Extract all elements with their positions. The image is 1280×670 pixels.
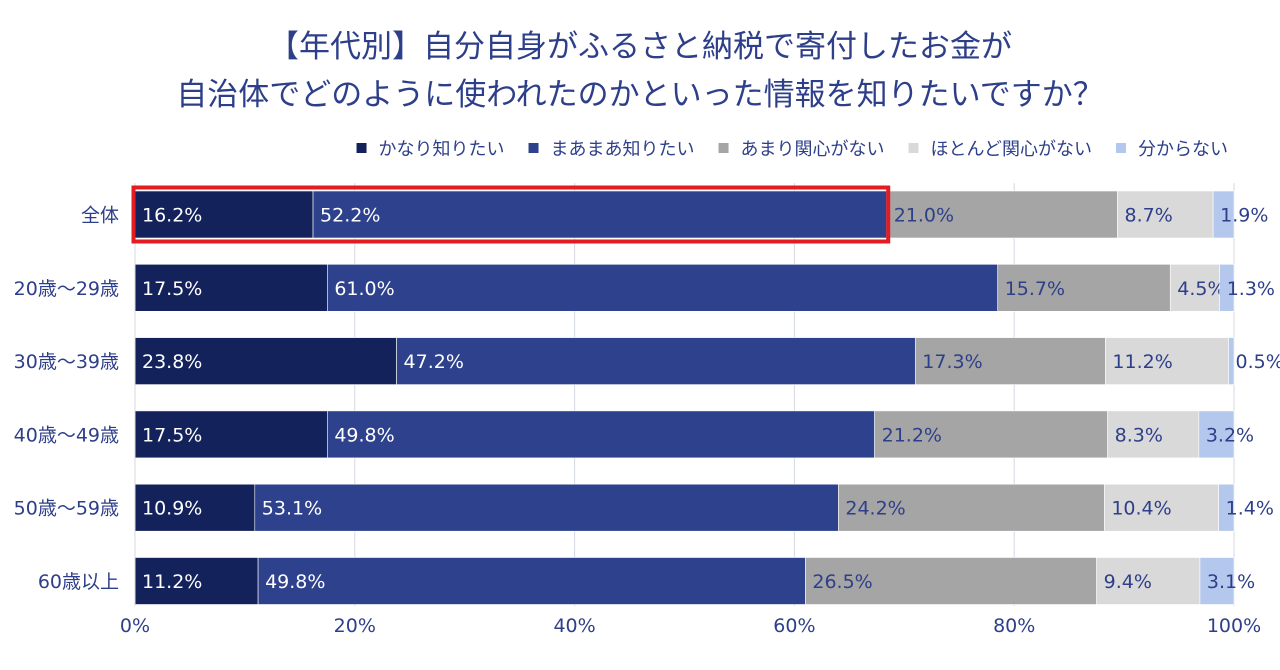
highlight-box	[131, 185, 891, 244]
bar-segment	[1169, 263, 1221, 312]
data-label: 1.9%	[1220, 205, 1268, 227]
category-label: 全体	[81, 205, 119, 227]
bar-segment	[327, 263, 999, 312]
legend-label: ほとんど関心がない	[931, 139, 1092, 160]
x-tick-label: 100%	[1207, 615, 1261, 637]
data-label: 24.2%	[845, 498, 905, 520]
legend-swatch	[1116, 143, 1126, 153]
bar-segment	[1096, 557, 1201, 605]
legend-swatch	[718, 143, 729, 153]
bar-segment	[1117, 190, 1214, 239]
data-label: 53.1%	[262, 498, 322, 520]
legend-label: まあまあ知りたい	[551, 139, 695, 160]
data-label: 49.8%	[265, 571, 325, 593]
bar-segment	[997, 263, 1171, 312]
data-label: 4.5%	[1177, 278, 1225, 300]
bar-segment	[1199, 557, 1235, 605]
bar-segment	[1198, 410, 1235, 459]
bar-segment	[805, 557, 1097, 605]
bar-segment	[257, 557, 806, 605]
data-label: 23.8%	[142, 351, 202, 373]
data-label: 49.8%	[334, 424, 394, 446]
bar-segment	[838, 483, 1105, 532]
bar-segment	[327, 410, 875, 459]
bar-segment	[396, 337, 916, 385]
bar-segment	[134, 263, 328, 312]
legend-swatch	[356, 143, 367, 153]
data-label: 0.5%	[1236, 351, 1280, 373]
bar-segment	[1218, 483, 1235, 532]
data-label: 1.3%	[1227, 278, 1275, 300]
data-label: 3.2%	[1206, 424, 1254, 446]
data-label: 17.3%	[922, 351, 982, 373]
bar-segment	[134, 483, 256, 532]
data-label: 16.2%	[142, 205, 202, 227]
legend-swatch	[528, 143, 539, 153]
data-label: 52.2%	[320, 205, 380, 227]
bar-segment	[1104, 483, 1219, 532]
data-label: 1.4%	[1226, 498, 1274, 520]
category-label: 50歳〜59歳	[14, 498, 119, 520]
legend-label: 分からない	[1138, 139, 1228, 160]
bar-segment	[914, 337, 1106, 385]
data-label: 8.3%	[1115, 424, 1163, 446]
x-tick-label: 20%	[334, 615, 376, 637]
bar-segment	[134, 557, 259, 605]
data-label: 47.2%	[404, 351, 464, 373]
bar-segment	[1107, 410, 1200, 459]
chart-title-line-1: 【年代別】自分自身がふるさと納税で寄付したお金が	[268, 29, 1012, 65]
bar-segment	[886, 190, 1118, 239]
bar-segment	[874, 410, 1108, 459]
bar-segment	[1212, 190, 1235, 239]
bar-segment	[312, 190, 888, 239]
category-label: 20歳〜29歳	[14, 278, 119, 300]
legend-label: あまり関心がない	[741, 139, 885, 160]
data-label: 15.7%	[1005, 278, 1065, 300]
bar-segment	[1219, 263, 1235, 312]
data-label: 9.4%	[1104, 571, 1152, 593]
bar-segment	[134, 190, 314, 239]
x-tick-label: 60%	[773, 615, 815, 637]
chart-title-line-2: 自治体でどのように使われたのかといった情報を知りたいですか？	[176, 77, 1104, 113]
data-label: 3.1%	[1207, 571, 1255, 593]
bar-segment	[1228, 337, 1235, 385]
data-label: 21.2%	[882, 424, 942, 446]
data-label: 10.4%	[1111, 498, 1171, 520]
legend-swatch	[908, 143, 919, 153]
category-label: 60歳以上	[38, 571, 119, 593]
x-tick-label: 40%	[553, 615, 595, 637]
data-label: 21.0%	[894, 205, 954, 227]
category-label: 30歳〜39歳	[14, 351, 119, 373]
bar-segment	[254, 483, 839, 532]
data-label: 11.2%	[142, 571, 202, 593]
legend-label: かなり知りたい	[379, 139, 505, 160]
x-tick-label: 0%	[120, 615, 150, 637]
data-label: 26.5%	[812, 571, 872, 593]
data-label: 17.5%	[142, 424, 202, 446]
data-label: 8.7%	[1125, 205, 1173, 227]
data-label: 10.9%	[142, 498, 202, 520]
data-label: 17.5%	[142, 278, 202, 300]
data-label: 11.2%	[1112, 351, 1172, 373]
category-label: 40歳〜49歳	[14, 424, 119, 446]
data-label: 61.0%	[334, 278, 394, 300]
bar-segment	[134, 337, 397, 385]
x-tick-label: 80%	[993, 615, 1035, 637]
